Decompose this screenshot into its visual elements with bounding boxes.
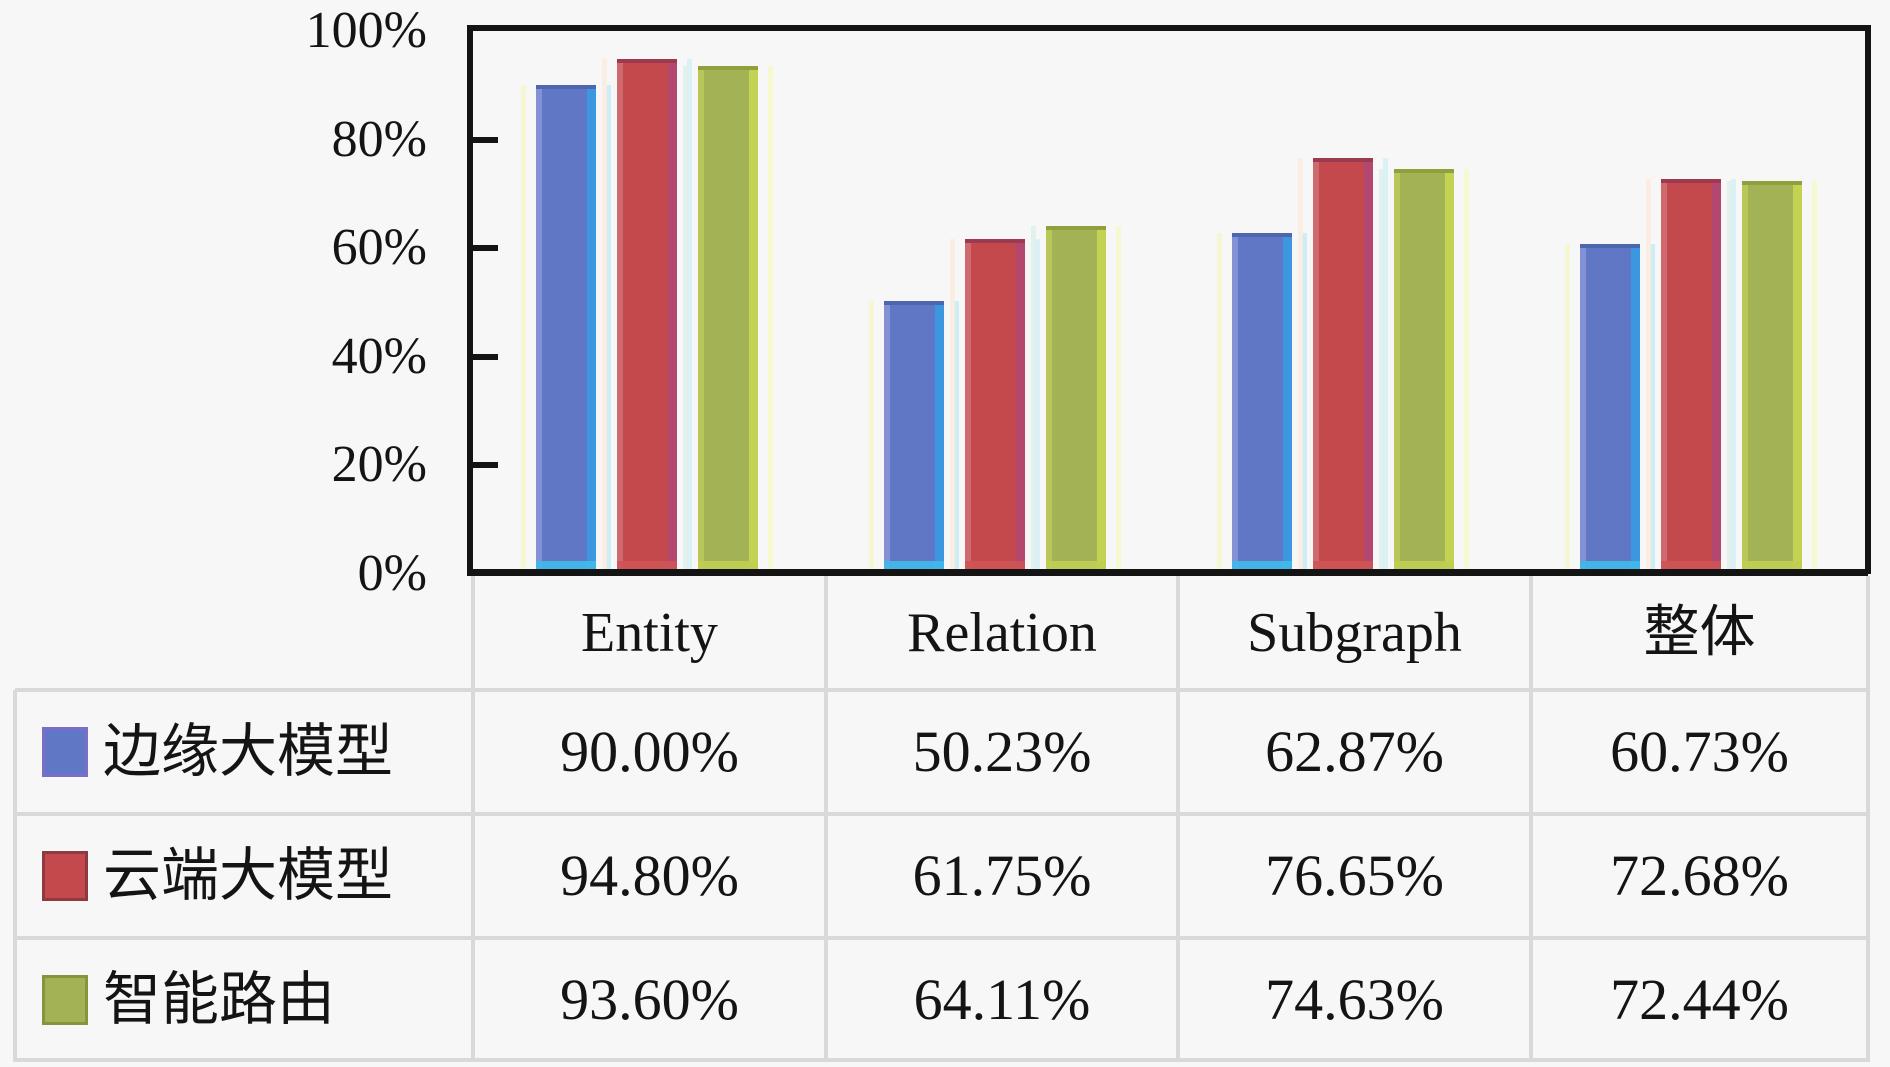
table-row-separator [15,1058,1868,1062]
value-cell: 94.80% [560,843,739,908]
series-label: 边缘大模型 [103,719,394,784]
legend-color-swatch [42,975,88,1025]
bar-云端大模型-Entity [602,59,692,574]
legend-row-智能路由: 智能路由 [15,938,473,1062]
value-cell: 61.75% [912,843,1092,908]
y-axis-tick-label: 0% [357,545,427,602]
bar-云端大模型-Relation [950,239,1040,574]
table-row-separator [15,812,1868,816]
bar-云端大模型-整体 [1646,179,1736,574]
legend-row-云端大模型: 云端大模型 [15,814,473,938]
table-column-separator [824,576,828,1062]
bar-智能路由-Relation [1031,226,1121,574]
bar-智能路由-整体 [1727,181,1817,574]
table-row-separator [15,936,1868,940]
series-label: 云端大模型 [103,843,394,908]
y-axis-tick-label: 80% [331,110,427,168]
legend-row-边缘大模型: 边缘大模型 [15,690,473,814]
series-label: 智能路由 [103,967,336,1032]
bar-边缘大模型-Subgraph [1217,233,1307,574]
y-axis-tick-label: 20% [331,436,427,494]
y-axis-tick [470,353,498,360]
value-cell: 93.60% [560,967,739,1032]
x-axis-line [467,569,1868,576]
y-axis-tick-label: 60% [331,219,427,277]
bar-智能路由-Entity [683,66,773,574]
y-axis-tick [470,136,498,143]
value-cell: 74.63% [1265,967,1444,1032]
bar-边缘大模型-Relation [869,301,959,574]
value-cell: 62.87% [1265,719,1444,784]
y-axis-tick-label: 100% [305,2,427,59]
bar-云端大模型-Subgraph [1298,158,1388,574]
table-row-separator [15,688,1868,692]
table-column-separator [471,576,475,1062]
value-cell: 72.44% [1610,967,1789,1032]
table-column-separator [1176,576,1180,1062]
header-cell-Subgraph: Subgraph [1247,602,1462,664]
value-cell: 72.68% [1610,843,1789,908]
header-cell-整体: 整体 [1643,602,1756,664]
table-left-border [13,690,17,1062]
value-cell: 76.65% [1265,843,1444,908]
value-cell: 90.00% [560,719,739,784]
legend-color-swatch [42,851,88,901]
value-cell: 60.73% [1610,719,1789,784]
bar-智能路由-Subgraph [1379,169,1469,574]
y-axis-tick-label: 40% [331,327,427,385]
plot-area [467,25,1871,574]
header-cell-Relation: Relation [907,602,1097,664]
legend-color-swatch [42,727,88,777]
y-axis-tick [470,245,498,252]
bar-边缘大模型-整体 [1565,244,1655,574]
table-column-separator [1866,576,1870,1062]
y-axis-tick [470,462,498,469]
header-cell-Entity: Entity [581,602,718,664]
value-cell: 50.23% [912,719,1092,784]
bar-边缘大模型-Entity [521,85,611,574]
table-column-separator [1529,576,1533,1062]
value-cell: 64.11% [913,967,1091,1032]
